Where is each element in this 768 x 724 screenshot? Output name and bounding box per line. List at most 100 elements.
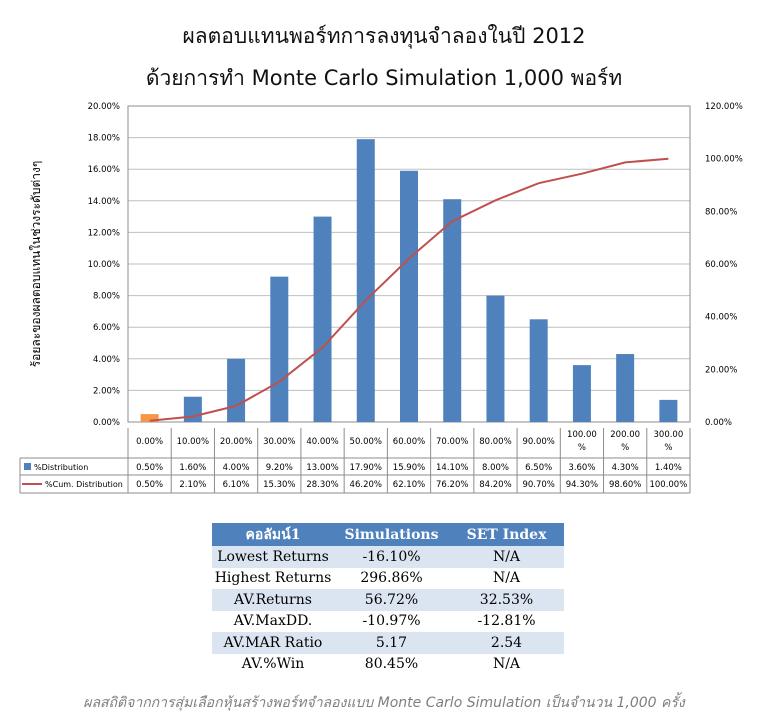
row-label: AV.MAR Ratio: [212, 632, 334, 654]
table-row: Highest Returns 296.86% N/A: [212, 568, 564, 590]
row-label: AV.Returns: [212, 589, 334, 611]
distribution-value: 17.90%: [350, 463, 382, 473]
set-index-cell: N/A: [492, 570, 521, 587]
cumulative-value: 100.00%: [649, 480, 687, 490]
chart-title: ผลตอบแทนพอร์ทการลงทุนจำลองในปี 2012: [182, 24, 586, 48]
cumulative-value: 15.30%: [263, 480, 295, 490]
y-tick-label: 18.00%: [88, 134, 120, 144]
cumulative-value: 62.10%: [393, 480, 425, 490]
cumulative-value: 0.50%: [136, 480, 163, 490]
y-tick-label: 2.00%: [93, 386, 120, 396]
x-tick-label: 30.00%: [263, 437, 295, 447]
cumulative-value: 94.30%: [566, 480, 598, 490]
x-tick-label: 40.00%: [306, 437, 338, 447]
y2-tick-label: 100.00%: [705, 155, 743, 165]
distribution-value: 15.90%: [393, 463, 425, 473]
table-row: AV.Returns 56.72% 32.53%: [212, 589, 564, 611]
x-tick-label: 70.00%: [436, 437, 468, 447]
y2-tick-label: 120.00%: [705, 102, 743, 112]
table-row: AV.MaxDD. -10.97% -12.81%: [212, 611, 564, 633]
simulations-cell: 5.17: [334, 632, 449, 654]
row-label: AV.MaxDD.: [233, 613, 313, 630]
header-cell: Simulations: [334, 523, 449, 546]
set-index-cell: 32.53%: [449, 589, 564, 611]
distribution-value: 14.10%: [436, 463, 468, 473]
y-tick-label: 20.00%: [88, 102, 120, 112]
bar-distribution: [443, 199, 462, 422]
y-tick-label: 14.00%: [88, 197, 120, 207]
x-tick-label: 10.00%: [177, 437, 209, 447]
x-tick-label: 0.00%: [136, 437, 163, 447]
x-tick-label: 20.00%: [220, 437, 252, 447]
bar-distribution: [356, 139, 375, 422]
x-tick-label: 300.00%: [654, 430, 684, 453]
cumulative-value: 98.60%: [609, 480, 641, 490]
bar-distribution: [270, 276, 289, 422]
bar-distribution: [140, 414, 159, 422]
x-tick-label: 100.00%: [567, 430, 597, 453]
distribution-value: 8.00%: [482, 463, 509, 473]
line-cumulative-distribution: [149, 157, 669, 422]
y-tick-label: 16.00%: [88, 165, 120, 175]
cumulative-value: 84.20%: [479, 480, 511, 490]
y-tick-label: 12.00%: [88, 228, 120, 238]
bar-distribution: [313, 216, 332, 422]
distribution-value: 1.40%: [655, 463, 682, 473]
bar-distribution: [529, 319, 548, 422]
y-tick-label: 4.00%: [93, 355, 120, 365]
cumulative-value: 28.30%: [306, 480, 338, 490]
bar-distribution: [486, 295, 505, 422]
distribution-value: 4.00%: [223, 463, 250, 473]
bar-distribution: [572, 365, 591, 422]
simulations-cell: 56.72%: [334, 589, 449, 611]
set-index-cell: -12.81%: [477, 613, 536, 630]
y-tick-label: 8.00%: [93, 292, 120, 302]
footnote-caption: ผลสถิติจากการสุ่มเลือกหุ้นสร้างพอร์ทจำลอ…: [83, 695, 685, 711]
cumulative-value: 6.10%: [223, 480, 250, 490]
row-label: Lowest Returns: [212, 546, 334, 568]
row-label: Highest Returns: [214, 570, 332, 587]
row-label: AV.%Win: [241, 656, 305, 673]
bar-distribution: [616, 354, 635, 422]
legend-key-distribution: [24, 463, 31, 470]
set-index-cell: N/A: [492, 656, 521, 673]
simulations-cell: 80.45%: [364, 656, 419, 673]
distribution-value: 0.50%: [136, 463, 163, 473]
y2-tick-label: 60.00%: [705, 260, 737, 270]
y-tick-label: 6.00%: [93, 323, 120, 333]
bar-distribution: [400, 170, 418, 422]
y-tick-label: 0.00%: [93, 418, 120, 428]
simulations-cell: -16.10%: [334, 546, 449, 568]
distribution-value: 13.00%: [306, 463, 338, 473]
cumulative-value: 76.20%: [436, 480, 468, 490]
y2-tick-label: 40.00%: [705, 313, 737, 323]
table-header-row: คอลัมน์1 Simulations SET Index: [212, 523, 564, 546]
y2-tick-label: 0.00%: [705, 418, 732, 428]
cumulative-value: 46.20%: [350, 480, 382, 490]
bar-distribution: [183, 396, 202, 422]
bar-distribution: [227, 358, 246, 422]
x-tick-label: 50.00%: [350, 437, 382, 447]
header-cell: คอลัมน์1: [212, 523, 334, 546]
bar-distribution: [659, 399, 678, 422]
cumulative-value: 2.10%: [179, 480, 206, 490]
distribution-value: 6.50%: [525, 463, 552, 473]
set-index-cell: 2.54: [449, 632, 564, 654]
legend-label-cumulative: %Cum. Distribution: [45, 480, 123, 489]
distribution-value: 9.20%: [266, 463, 293, 473]
table-row: AV.MAR Ratio 5.17 2.54: [212, 632, 564, 654]
x-tick-label: 80.00%: [479, 437, 511, 447]
distribution-value: 4.30%: [612, 463, 639, 473]
table-row: Lowest Returns -16.10% N/A: [212, 546, 564, 568]
cumulative-value: 90.70%: [522, 480, 554, 490]
x-tick-label: 90.00%: [522, 437, 554, 447]
y2-tick-label: 20.00%: [705, 365, 737, 375]
statistics-table: คอลัมน์1 Simulations SET Index Lowest Re…: [212, 523, 564, 675]
y-tick-label: 10.00%: [88, 260, 120, 270]
x-tick-label: 60.00%: [393, 437, 425, 447]
y2-tick-label: 80.00%: [705, 207, 737, 217]
simulations-cell: 296.86%: [360, 570, 423, 587]
legend-label-distribution: %Distribution: [34, 463, 88, 472]
set-index-cell: N/A: [449, 546, 564, 568]
distribution-value: 1.60%: [179, 463, 206, 473]
